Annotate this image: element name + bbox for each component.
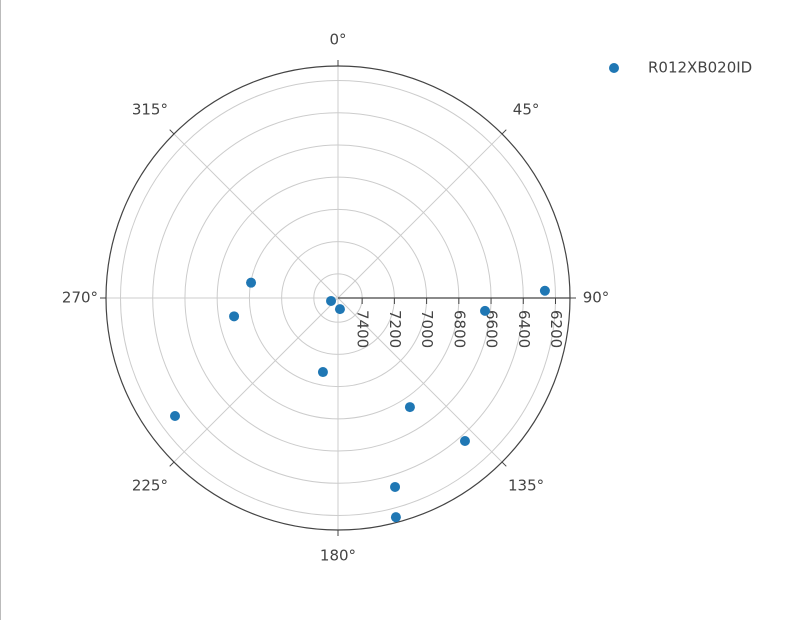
angular-tick-label: 180° [320, 547, 356, 565]
angular-tick [169, 129, 175, 135]
data-point [480, 305, 491, 316]
data-point [326, 295, 337, 306]
angular-tick [501, 461, 507, 467]
angular-tick-label: 0° [329, 31, 346, 49]
data-point [404, 402, 415, 413]
legend-marker [609, 63, 619, 73]
data-point [317, 367, 328, 378]
data-point [390, 481, 401, 492]
radial-tick-label: 6400 [515, 310, 533, 348]
angular-tick-label: 90° [583, 289, 610, 307]
data-point [246, 277, 257, 288]
angular-grid-line [337, 297, 503, 463]
legend-label: R012XB020ID [648, 59, 752, 77]
angular-tick-label: 225° [132, 477, 168, 495]
data-point [390, 512, 401, 523]
radial-tick-label: 7000 [418, 310, 436, 348]
data-point [229, 311, 240, 322]
data-point [539, 285, 550, 296]
angular-tick-label: 45° [513, 100, 540, 118]
radial-tick-label: 6800 [450, 310, 468, 348]
angular-grid-line [337, 133, 503, 299]
angular-grid-line [173, 297, 339, 463]
radial-tick-label: 6200 [547, 310, 565, 348]
angular-grid-line [173, 133, 339, 299]
data-point [169, 410, 180, 421]
data-point [459, 436, 470, 447]
angular-tick-label: 315° [132, 100, 168, 118]
angular-tick-label: 135° [508, 477, 544, 495]
angular-tick [169, 461, 175, 467]
data-point [334, 304, 345, 315]
angular-tick [501, 129, 507, 135]
angular-tick-label: 270° [62, 289, 98, 307]
radial-tick-label: 6600 [483, 310, 501, 348]
radial-tick-label: 7200 [386, 310, 404, 348]
radial-tick-label: 7400 [354, 310, 372, 348]
